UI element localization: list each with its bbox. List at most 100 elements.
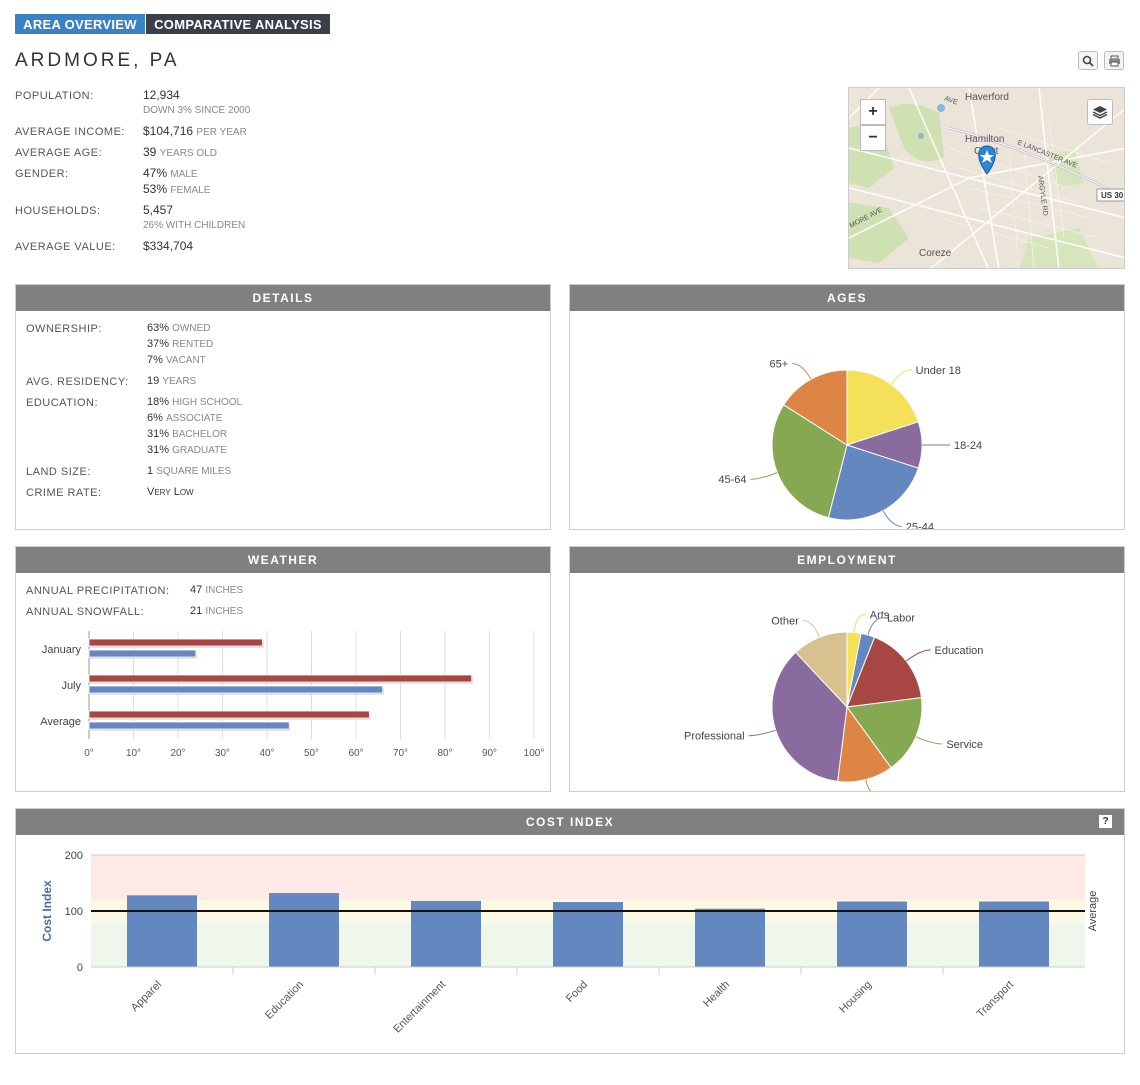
vacant-pct: 7% xyxy=(147,354,163,366)
age-label: Average Age: xyxy=(15,147,103,159)
ages-slice-25-44[interactable] xyxy=(827,444,919,521)
cost-category-health: Health xyxy=(701,979,732,1010)
households-label: Households: xyxy=(15,205,101,217)
employment-panel: Employment ArtsLaborEducationServiceHeal… xyxy=(569,546,1125,804)
snow-label: Annual Snowfall: xyxy=(26,606,145,618)
weather-tick-label: 40° xyxy=(259,748,274,759)
population-value: 12,934 xyxy=(143,88,180,102)
location-marker-icon[interactable] xyxy=(978,145,996,175)
land-unit: square miles xyxy=(156,466,232,477)
weather-bar-january-0[interactable] xyxy=(88,638,263,647)
hs-unit: high school xyxy=(172,397,243,408)
vacant-unit: vacant xyxy=(165,355,206,366)
employment-label-education: Education xyxy=(934,645,983,657)
cost-y-tick: 100 xyxy=(65,906,83,918)
weather-category-july: July xyxy=(61,680,81,692)
crime-value: Very Low xyxy=(147,486,194,498)
female-row: 53% female xyxy=(143,182,210,196)
zoom-out-button[interactable]: − xyxy=(860,125,886,151)
employment-title: Employment xyxy=(797,553,897,567)
cost-category-food: Food xyxy=(564,979,590,1005)
weather-bar-july-1[interactable] xyxy=(88,685,384,694)
owned-pct: 63% xyxy=(147,322,170,334)
ages-connector-25-44 xyxy=(882,510,902,527)
employment-connector-healthcare xyxy=(865,779,881,798)
weather-bar-average-0[interactable] xyxy=(88,710,370,719)
map-label-hamilton: Hamilton xyxy=(965,134,1004,145)
weather-category-january: January xyxy=(42,644,82,656)
ownership-label: Ownership: xyxy=(26,323,102,335)
map-label-us30: US 30 xyxy=(1101,191,1124,200)
cost-y-axis-label: Cost Index xyxy=(40,880,54,942)
weather-bar-july-0[interactable] xyxy=(88,674,473,683)
rented-pct: 37% xyxy=(147,338,170,350)
land-value: 1 xyxy=(147,465,154,477)
weather-bar-average-1[interactable] xyxy=(88,721,290,730)
cost-index-panel: Cost Index ? 0 100 200 Cost Index Average App… xyxy=(15,808,1125,1054)
cost-index-title: Cost Index xyxy=(525,815,615,829)
cost-category-transport: Transport xyxy=(975,979,1016,1020)
weather-tick-label: 0° xyxy=(84,748,94,759)
search-button[interactable] xyxy=(1078,51,1098,70)
land-label: Land Size: xyxy=(26,466,91,478)
cost-bar-food[interactable] xyxy=(553,902,623,967)
tab-comparative-analysis[interactable]: Comparative Analysis xyxy=(146,14,330,34)
help-button[interactable]: ? xyxy=(1099,815,1112,828)
owned-row: 63% owned xyxy=(147,322,210,334)
ages-label-25-44: 25-44 xyxy=(906,521,934,529)
tab-area-overview[interactable]: Area Overview xyxy=(15,14,145,34)
employment-header: Employment xyxy=(570,547,1124,573)
cost-index-header: Cost Index ? xyxy=(16,809,1124,835)
area-map[interactable]: Haverford Hamilton Court E LANCASTER AVE… xyxy=(848,87,1125,269)
employment-slice-other[interactable] xyxy=(794,631,848,709)
layers-button[interactable] xyxy=(1087,99,1113,125)
cost-category-entertainment: Entertainment xyxy=(391,979,448,1036)
weather-tick-label: 70° xyxy=(393,748,408,759)
ages-connector-under-18 xyxy=(890,369,912,385)
population-note: Down 3% since 2000 xyxy=(143,105,251,116)
rented-row: 37% rented xyxy=(147,338,213,350)
precip-unit: inches xyxy=(205,585,244,596)
age-unit: years old xyxy=(159,148,217,159)
male-value: 47% xyxy=(143,166,168,180)
weather-tick-label: 30° xyxy=(215,748,230,759)
map-label-haverford: Haverford xyxy=(965,92,1009,103)
population-label: Population: xyxy=(15,90,94,102)
weather-header: Weather xyxy=(16,547,550,573)
male-unit: male xyxy=(170,169,198,180)
income-label: Average Income: xyxy=(15,126,125,138)
cost-index-bar-chart: 0 100 200 Cost Index Average Apparel Education… xyxy=(40,850,1099,1036)
weather-tick-label: 10° xyxy=(126,748,141,759)
ages-connector-65 xyxy=(792,363,812,380)
employment-connector-labor xyxy=(867,617,883,636)
cost-bar-health[interactable] xyxy=(695,908,765,967)
ages-slice-under-18[interactable] xyxy=(846,369,919,446)
snow-unit: inches xyxy=(205,606,244,617)
employment-pie-chart: ArtsLaborEducationServiceHealthcareProfe… xyxy=(684,609,983,804)
cost-bar-education[interactable] xyxy=(269,893,339,967)
ages-pie-chart: Under 18 18-24 25-44 45-64 65+ xyxy=(718,359,982,534)
cost-y-tick: 200 xyxy=(65,850,83,862)
weather-bar-january-1[interactable] xyxy=(88,649,197,658)
cost-y-tick: 0 xyxy=(77,962,83,974)
assoc-unit: associate xyxy=(165,413,223,424)
gender-label: Gender: xyxy=(15,168,69,180)
weather-tick-label: 90° xyxy=(482,748,497,759)
weather-title: Weather xyxy=(247,553,319,567)
employment-label-arts: Arts xyxy=(870,609,890,621)
assoc-row: 6% associate xyxy=(147,412,222,424)
print-button[interactable] xyxy=(1104,51,1124,70)
cost-bar-transport[interactable] xyxy=(979,901,1049,967)
employment-connector-service xyxy=(915,736,943,745)
cost-bar-housing[interactable] xyxy=(837,901,907,967)
female-value: 53% xyxy=(143,182,168,196)
weather-tick-label: 80° xyxy=(437,748,452,759)
layers-icon xyxy=(1092,106,1108,119)
income-value: $104,716 xyxy=(143,124,194,138)
cost-bar-apparel[interactable] xyxy=(127,895,197,967)
bach-pct: 31% xyxy=(147,428,170,440)
zoom-in-button[interactable]: + xyxy=(860,99,886,125)
bach-row: 31% bachelor xyxy=(147,428,227,440)
ages-slice-65[interactable] xyxy=(782,369,848,446)
grad-row: 31% graduate xyxy=(147,444,227,456)
